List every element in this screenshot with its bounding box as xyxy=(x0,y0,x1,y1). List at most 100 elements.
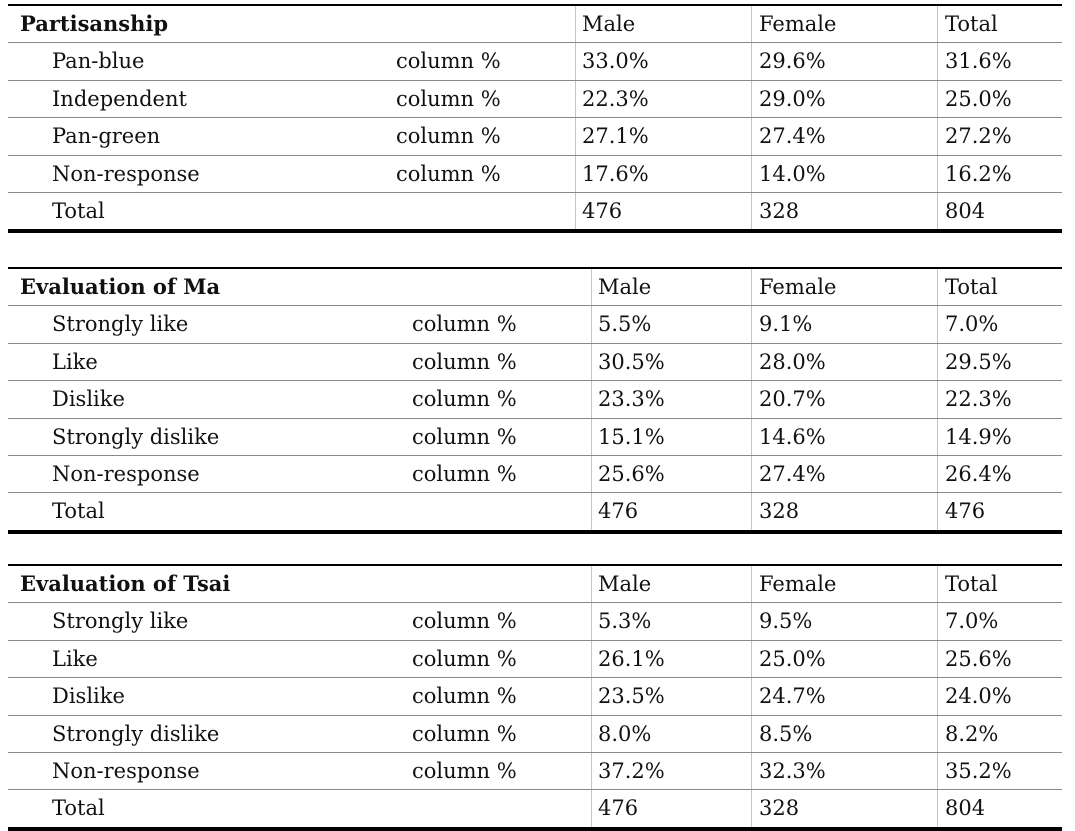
table-header-row: Evaluation of Tsai Male Female Total xyxy=(8,566,1062,604)
row-stat: column % xyxy=(412,646,517,671)
table-title: Evaluation of Tsai xyxy=(20,571,231,596)
row-label: Strongly like xyxy=(52,312,189,337)
female-value: 27.4% xyxy=(759,461,826,486)
evaluation-ma-table: Evaluation of Ma Male Female Total Stron… xyxy=(8,267,1062,534)
header-total: Total xyxy=(945,275,998,299)
table-row: Pan-blue column % 33.0% 29.6% 31.6% xyxy=(8,43,1062,81)
total-value: 7.0% xyxy=(945,312,999,337)
row-stat: column % xyxy=(412,349,517,374)
total-value: 29.5% xyxy=(945,349,1012,374)
table-row: Like column % 26.1% 25.0% 25.6% xyxy=(8,640,1062,679)
female-value: 328 xyxy=(759,499,800,524)
total-value: 7.0% xyxy=(945,609,999,634)
total-value: 25.6% xyxy=(945,646,1012,671)
table-header-row: Evaluation of Ma Male Female Total xyxy=(8,269,1062,307)
row-stat: column % xyxy=(396,124,501,149)
male-value: 25.6% xyxy=(598,461,665,486)
male-value: 17.6% xyxy=(582,161,649,186)
male-value: 26.1% xyxy=(598,646,665,671)
male-value: 33.0% xyxy=(582,49,649,74)
row-label: Total xyxy=(52,796,105,821)
table-bottom-rule xyxy=(8,229,1062,234)
male-value: 15.1% xyxy=(598,424,665,449)
female-value: 8.5% xyxy=(759,721,813,746)
male-value: 8.0% xyxy=(598,721,652,746)
table-header-row: Partisanship Male Female Total xyxy=(8,6,1062,44)
header-total: Total xyxy=(945,12,998,36)
female-value: 25.0% xyxy=(759,646,826,671)
total-value: 14.9% xyxy=(945,424,1012,449)
header-male: Male xyxy=(582,12,636,36)
row-label: Like xyxy=(52,646,98,671)
table-row: Non-response column % 17.6% 14.0% 16.2% xyxy=(8,155,1062,193)
female-value: 328 xyxy=(759,198,800,223)
table-row: Independent column % 22.3% 29.0% 25.0% xyxy=(8,80,1062,119)
total-value: 804 xyxy=(945,198,986,223)
total-value: 24.0% xyxy=(945,684,1012,709)
table-row: Strongly like column % 5.5% 9.1% 7.0% xyxy=(8,306,1062,344)
male-value: 5.3% xyxy=(598,609,652,634)
female-value: 14.0% xyxy=(759,161,826,186)
row-label: Total xyxy=(52,198,105,223)
row-stat: column % xyxy=(412,387,517,412)
total-value: 804 xyxy=(945,796,986,821)
row-label: Dislike xyxy=(52,387,125,412)
row-stat: column % xyxy=(396,86,501,111)
row-stat: column % xyxy=(396,49,501,74)
female-value: 29.0% xyxy=(759,86,826,111)
table-bottom-rule xyxy=(8,529,1062,534)
female-value: 27.4% xyxy=(759,124,826,149)
female-value: 20.7% xyxy=(759,387,826,412)
total-value: 8.2% xyxy=(945,721,999,746)
table-total-row: Total 476 328 476 xyxy=(8,493,1062,530)
male-value: 476 xyxy=(582,198,623,223)
row-label: Total xyxy=(52,499,105,524)
table-row: Dislike column % 23.3% 20.7% 22.3% xyxy=(8,381,1062,419)
table-top-rule xyxy=(8,267,1062,269)
total-value: 22.3% xyxy=(945,387,1012,412)
table-top-rule xyxy=(8,564,1062,566)
male-value: 22.3% xyxy=(582,86,649,111)
row-label: Dislike xyxy=(52,684,125,709)
evaluation-tsai-table: Evaluation of Tsai Male Female Total Str… xyxy=(8,564,1062,831)
female-value: 32.3% xyxy=(759,758,826,783)
male-value: 27.1% xyxy=(582,124,649,149)
row-stat: column % xyxy=(412,312,517,337)
male-value: 30.5% xyxy=(598,349,665,374)
row-stat: column % xyxy=(396,161,501,186)
table-row: Dislike column % 23.5% 24.7% 24.0% xyxy=(8,678,1062,716)
total-value: 31.6% xyxy=(945,49,1012,74)
row-label: Strongly like xyxy=(52,609,189,634)
total-value: 27.2% xyxy=(945,124,1012,149)
female-value: 29.6% xyxy=(759,49,826,74)
female-value: 9.1% xyxy=(759,312,813,337)
male-value: 23.5% xyxy=(598,684,665,709)
row-stat: column % xyxy=(412,758,517,783)
total-value: 35.2% xyxy=(945,758,1012,783)
header-male: Male xyxy=(598,572,652,596)
table-title: Evaluation of Ma xyxy=(20,274,221,299)
table-row: Strongly dislike column % 8.0% 8.5% 8.2% xyxy=(8,715,1062,753)
row-stat: column % xyxy=(412,424,517,449)
male-value: 5.5% xyxy=(598,312,652,337)
row-label: Pan-green xyxy=(52,124,161,149)
table-total-row: Total 476 328 804 xyxy=(8,790,1062,827)
row-label: Independent xyxy=(52,86,187,111)
partisanship-table: Partisanship Male Female Total Pan-blue … xyxy=(8,4,1062,234)
row-stat: column % xyxy=(412,721,517,746)
table-title: Partisanship xyxy=(20,11,169,36)
table-row: Like column % 30.5% 28.0% 29.5% xyxy=(8,343,1062,382)
table-top-rule xyxy=(8,4,1062,6)
row-label: Non-response xyxy=(52,758,200,783)
total-value: 26.4% xyxy=(945,461,1012,486)
female-value: 328 xyxy=(759,796,800,821)
male-value: 476 xyxy=(598,499,639,524)
header-total: Total xyxy=(945,572,998,596)
row-label: Strongly dislike xyxy=(52,721,220,746)
row-label: Strongly dislike xyxy=(52,424,220,449)
total-value: 16.2% xyxy=(945,161,1012,186)
row-stat: column % xyxy=(412,461,517,486)
female-value: 28.0% xyxy=(759,349,826,374)
row-stat: column % xyxy=(412,609,517,634)
table-row: Strongly like column % 5.3% 9.5% 7.0% xyxy=(8,603,1062,641)
